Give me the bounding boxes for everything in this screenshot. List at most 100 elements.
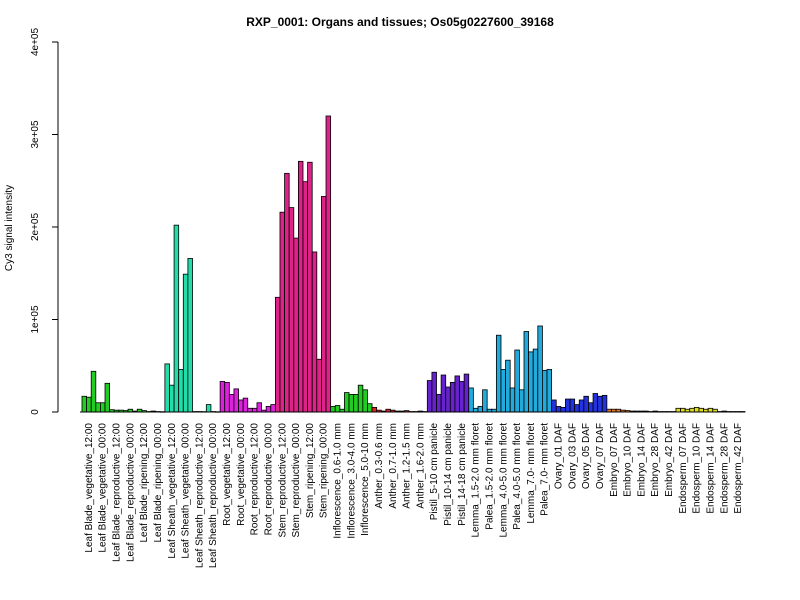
x-category-label: Root_reproductive_12:00: [250, 423, 261, 536]
bar: [693, 406, 700, 413]
bar: [523, 331, 529, 413]
bar: [551, 399, 557, 413]
x-category-label: Leaf Blade_reproductive_00:00: [125, 423, 136, 562]
bar: [532, 348, 539, 413]
bar: [302, 181, 308, 413]
bar: [293, 237, 299, 413]
bar: [597, 395, 603, 413]
x-category-label: Palea_4.0-5.0 mm floret: [512, 423, 523, 530]
bar: [514, 349, 520, 413]
bar: [449, 381, 456, 413]
bar: [256, 402, 262, 413]
x-category-label: Leaf Sheath_vegetative_00:00: [181, 423, 192, 559]
bar: [348, 394, 355, 413]
bar: [316, 358, 322, 413]
bar: [574, 404, 580, 413]
x-category-label: Root_vegetative_00:00: [236, 423, 247, 526]
bar: [233, 388, 239, 413]
y-axis: 0 1e+05 2e+05 3e+05 4e+05: [30, 28, 59, 415]
bar: [205, 404, 212, 413]
y-tick-label: 3e+05: [30, 120, 41, 149]
x-category-label: Stem_ripening_00:00: [319, 423, 330, 519]
x-category-label: Leaf Blade_ripening_12:00: [139, 423, 150, 543]
x-category-label: Endosperm_14 DAF: [705, 423, 716, 514]
bar: [509, 387, 516, 413]
x-category-label: Pistil_5-10 cm panicle: [429, 423, 440, 521]
bar: [588, 402, 594, 413]
bar: [334, 405, 341, 413]
y-tick-label: 1e+05: [30, 305, 41, 334]
y-tick-label: 4e+05: [30, 28, 41, 57]
bar: [330, 406, 336, 413]
bar: [325, 115, 332, 413]
bar: [279, 211, 285, 413]
x-category-label: Lemma_7.0- mm floret: [526, 423, 537, 524]
bar: [519, 389, 525, 413]
bar: [436, 394, 442, 413]
bar: [284, 172, 290, 413]
bar: [100, 402, 106, 413]
y-tick-label: 2e+05: [30, 213, 41, 242]
bar: [321, 196, 327, 413]
bar: [565, 398, 571, 413]
x-category-label: Palea_7.0- mm floret: [540, 423, 551, 516]
x-category-label: Pistil_10-14 cm panicle: [443, 423, 454, 526]
x-category-label: Endosperm_07 DAF: [678, 423, 689, 514]
bar: [86, 396, 92, 413]
bar: [583, 395, 589, 413]
y-tick-label: 0: [30, 409, 41, 415]
bar: [247, 407, 253, 413]
x-category-label: Leaf Blade_vegetative_00:00: [98, 423, 109, 553]
x-category-label: Embryo_42 DAF: [664, 423, 675, 497]
bar: [505, 359, 511, 413]
x-category-label: Leaf Blade_ripening_00:00: [153, 423, 164, 543]
bar: [311, 251, 318, 413]
bar: [353, 394, 359, 413]
x-category-label: Embryo_14 DAF: [636, 423, 647, 497]
bar: [569, 398, 576, 413]
bar: [592, 393, 599, 413]
bar: [459, 381, 465, 413]
bar: [173, 224, 180, 413]
x-category-label: Root_vegetative_12:00: [222, 423, 233, 526]
x-category-label: Leaf Blade_reproductive_12:00: [112, 423, 123, 562]
bar: [445, 386, 451, 413]
bar: [680, 407, 686, 413]
bar: [537, 325, 543, 413]
bar: [495, 334, 502, 413]
x-category-label: Inflorescence_5.0-10 mm: [360, 423, 371, 536]
x-category-label: Ovary_01 DAF: [554, 423, 565, 489]
bar: [542, 369, 548, 413]
x-category-label: Inflorescence_3.0-4.0 mm: [346, 423, 357, 539]
x-category-label: Ovary_07 DAF: [595, 423, 606, 489]
bar: [187, 258, 193, 413]
bar: [362, 389, 368, 413]
bar: [555, 406, 562, 413]
x-category-label: Endosperm_42 DAF: [733, 423, 744, 514]
x-category-label: Embryo_07 DAF: [609, 423, 620, 497]
bar: [440, 374, 447, 413]
bar: [297, 160, 304, 413]
bar: [265, 406, 272, 413]
x-category-label: Anther_0.7-1.0 mm: [388, 423, 399, 509]
bar: [601, 394, 608, 413]
x-category-label: Inflorescence_0.6-1.0 mm: [333, 423, 344, 539]
bar: [426, 380, 433, 413]
bar: [238, 399, 244, 413]
bar: [500, 369, 506, 413]
bar: [689, 407, 695, 413]
bar: [270, 404, 276, 413]
bar: [274, 296, 281, 413]
x-category-label: Stem_reproductive_12:00: [277, 423, 288, 538]
x-category-label: Anther_0.3-0.6 mm: [374, 423, 385, 509]
bar: [178, 369, 184, 413]
bar: [468, 387, 474, 413]
bar: [546, 369, 553, 413]
x-category-label: Embryo_10 DAF: [623, 423, 634, 497]
x-category-label: Ovary_05 DAF: [581, 423, 592, 489]
x-category-label: Embryo_28 DAF: [650, 423, 661, 497]
bar: [477, 406, 483, 413]
bar: [242, 397, 249, 413]
bar: [169, 384, 175, 413]
